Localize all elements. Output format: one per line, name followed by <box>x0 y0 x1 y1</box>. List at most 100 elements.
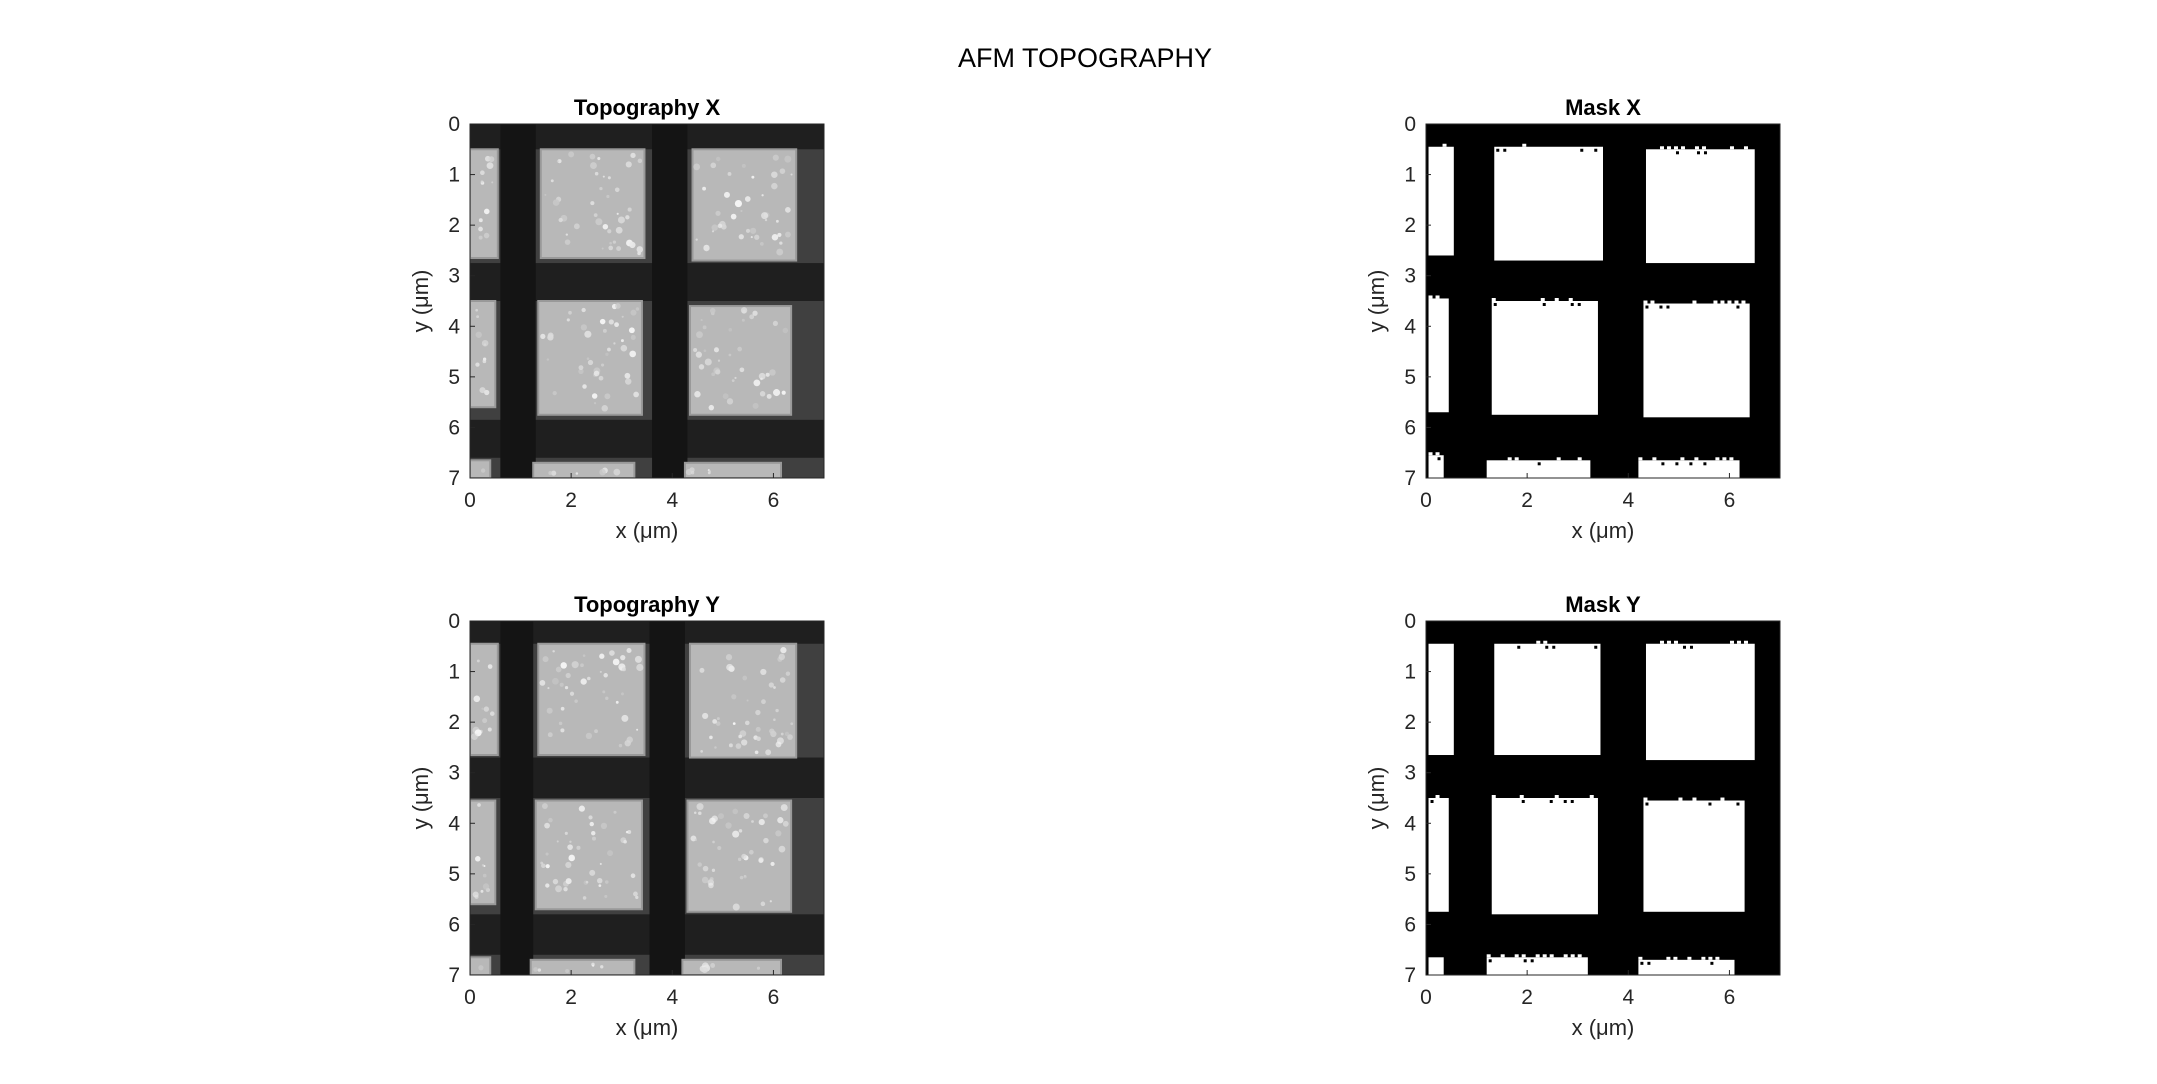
mask-edge-pixel <box>1488 959 1492 963</box>
topography-grain <box>761 194 764 197</box>
topography-grain <box>770 861 775 867</box>
mask-pad <box>1643 303 1750 418</box>
mask-edge-pixel <box>1428 452 1433 456</box>
topography-grain <box>590 162 597 169</box>
topography-grain <box>552 878 559 885</box>
topography-grain <box>778 845 786 853</box>
topography-grain <box>546 707 553 714</box>
topography-grain <box>545 864 550 869</box>
topography-grain <box>598 884 602 888</box>
x-tick-label: 6 <box>1724 489 1736 512</box>
topography-grain <box>779 677 786 683</box>
topography-grain <box>585 732 593 740</box>
mask-edge-pixel <box>1536 640 1541 644</box>
topography-grain <box>474 856 481 862</box>
topography-grain <box>560 706 565 711</box>
topography-grain <box>624 739 631 747</box>
topography-grain <box>743 874 746 878</box>
topography-grain <box>625 215 630 220</box>
topography-grain <box>591 393 598 399</box>
mask-edge-pixel <box>1650 300 1655 304</box>
mask-pad <box>1645 643 1755 761</box>
topography-grain <box>615 700 619 704</box>
x-tick-label: 0 <box>464 986 476 1009</box>
mask-pad <box>1491 798 1598 915</box>
topography-grain <box>476 315 480 319</box>
mask-edge-pixel <box>1734 300 1739 304</box>
topography-grain <box>483 706 490 712</box>
topography-grain <box>555 666 562 673</box>
topography-grain <box>727 172 732 176</box>
y-axis-label: y (μm) <box>408 767 433 830</box>
mask-edge-pixel <box>1514 457 1519 461</box>
mask-edge-pixel <box>1643 300 1648 304</box>
mask-edge-pixel <box>1659 640 1664 644</box>
topography-grain <box>565 233 568 236</box>
mask-edge-pixel <box>1736 305 1740 309</box>
topography-grain <box>630 309 637 316</box>
topography-grain <box>607 347 611 352</box>
topography-grain <box>620 692 624 696</box>
topography-grain <box>600 822 608 830</box>
topography-grain <box>784 731 790 737</box>
mask-edge-pixel <box>1680 457 1685 461</box>
mask-edge-pixel <box>1666 305 1670 309</box>
topography-grain <box>689 467 695 473</box>
topography-grain <box>737 857 742 862</box>
topography-grain <box>599 862 602 865</box>
mask-pad <box>1494 146 1603 261</box>
topography-grain <box>782 327 789 334</box>
topography-pad <box>537 300 643 416</box>
topography-grain <box>552 650 555 653</box>
mask-edge-pixel <box>1545 645 1549 649</box>
topography-grain <box>709 817 716 825</box>
topography-grain <box>785 206 791 213</box>
topography-grain <box>578 368 584 375</box>
topography-grain <box>585 880 589 884</box>
y-tick-label: 1 <box>448 164 460 187</box>
topography-grain <box>483 343 487 346</box>
mask-edge-pixel <box>1645 305 1649 309</box>
topography-grain <box>780 732 784 736</box>
topography-grain <box>731 694 737 700</box>
topography-grain <box>627 207 632 212</box>
topography-grain <box>732 722 736 725</box>
topography-grain <box>751 820 754 823</box>
mask-pad <box>1428 798 1449 912</box>
mask-edge-pixel <box>1568 298 1573 301</box>
topography-grain <box>480 170 485 176</box>
topography-grain <box>763 813 768 819</box>
topography-grain <box>630 334 636 340</box>
y-tick-label: 7 <box>448 964 460 987</box>
topography-grain <box>721 224 727 230</box>
topography-grain <box>702 865 709 872</box>
topography-grain <box>591 962 595 967</box>
topography-grain <box>709 735 713 740</box>
topography-grain <box>568 151 575 158</box>
panel-2: 0 2 4 6 0 1 2 3 4 5 6 7 Mask X x (μm) y (μm) <box>1364 95 1781 543</box>
topography-grain <box>713 347 719 353</box>
topography-grain <box>568 854 576 862</box>
topography-grain <box>594 729 598 734</box>
topography-grain <box>780 647 787 654</box>
topography-grain <box>558 217 563 223</box>
topography-grain <box>604 880 609 884</box>
y-tick-label: 5 <box>1404 366 1416 389</box>
topography-grain <box>584 330 592 338</box>
mask-edge-pixel <box>1729 146 1734 150</box>
topography-grain <box>756 966 761 970</box>
mask-edge-pixel <box>1694 457 1699 461</box>
y-axis-label: y (μm) <box>1364 270 1389 333</box>
topography-grain <box>784 231 791 238</box>
mask-edge-pixel <box>1703 462 1707 466</box>
topography-grain <box>693 163 701 171</box>
topography-grain <box>613 810 617 814</box>
topography-grain <box>480 889 484 893</box>
mask-edge-pixel <box>1522 143 1527 147</box>
topography-grain <box>481 339 489 347</box>
mask-edge-pixel <box>1666 640 1671 644</box>
topography-grain <box>637 251 641 256</box>
mask-edge-pixel <box>1710 961 1714 965</box>
topography-grain <box>487 664 493 669</box>
mask-edge-pixel <box>1589 795 1594 798</box>
